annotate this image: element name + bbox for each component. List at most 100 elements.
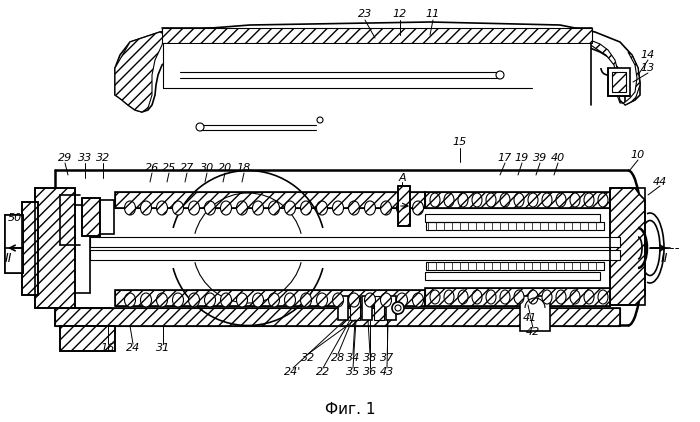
Ellipse shape: [172, 201, 183, 215]
Text: 22: 22: [316, 367, 330, 377]
Ellipse shape: [570, 290, 580, 304]
Bar: [55, 308, 620, 326]
Ellipse shape: [396, 293, 407, 307]
Ellipse shape: [395, 305, 401, 311]
Text: 28: 28: [331, 353, 345, 363]
Ellipse shape: [204, 201, 216, 215]
Ellipse shape: [381, 201, 391, 215]
Text: 20: 20: [218, 163, 232, 173]
Ellipse shape: [514, 290, 524, 304]
Bar: [362, 296, 372, 320]
Text: 35: 35: [346, 367, 360, 377]
Text: 32: 32: [96, 153, 110, 163]
Bar: [425, 192, 610, 208]
Text: 43: 43: [380, 367, 394, 377]
Polygon shape: [163, 44, 591, 95]
Text: 38: 38: [363, 353, 377, 363]
Ellipse shape: [237, 293, 248, 307]
Ellipse shape: [220, 293, 232, 307]
Bar: [115, 290, 425, 306]
Text: 11: 11: [426, 9, 440, 19]
Text: 41: 41: [523, 313, 537, 323]
Bar: [82, 198, 100, 236]
Ellipse shape: [172, 293, 183, 307]
Text: II: II: [660, 252, 668, 265]
Text: 23: 23: [358, 9, 372, 19]
Text: 30: 30: [200, 163, 214, 173]
Bar: [425, 288, 610, 306]
Text: 40: 40: [551, 153, 565, 163]
Text: 10: 10: [631, 150, 645, 160]
Ellipse shape: [598, 290, 608, 304]
Bar: [82, 198, 100, 236]
Bar: [398, 186, 410, 226]
Ellipse shape: [125, 293, 136, 307]
Ellipse shape: [316, 201, 328, 215]
Bar: [608, 68, 630, 96]
Ellipse shape: [269, 293, 279, 307]
Ellipse shape: [556, 193, 566, 207]
Text: 14: 14: [641, 50, 655, 60]
Ellipse shape: [237, 201, 248, 215]
Ellipse shape: [220, 201, 232, 215]
Ellipse shape: [556, 290, 566, 304]
Bar: [425, 214, 600, 222]
Bar: [90, 250, 620, 260]
Ellipse shape: [157, 201, 167, 215]
Bar: [386, 296, 396, 320]
Text: 24: 24: [126, 343, 140, 353]
Ellipse shape: [598, 193, 608, 207]
Ellipse shape: [542, 193, 552, 207]
Ellipse shape: [412, 201, 423, 215]
Bar: [55, 308, 620, 326]
Bar: [115, 290, 425, 306]
Ellipse shape: [157, 293, 167, 307]
Bar: [425, 272, 600, 280]
Ellipse shape: [253, 201, 263, 215]
Ellipse shape: [486, 290, 496, 304]
Ellipse shape: [332, 293, 344, 307]
Ellipse shape: [141, 201, 151, 215]
Bar: [56, 171, 629, 324]
Text: 33: 33: [78, 153, 92, 163]
Bar: [5, 215, 23, 273]
Bar: [162, 28, 592, 43]
Ellipse shape: [500, 290, 510, 304]
Ellipse shape: [317, 117, 323, 123]
Ellipse shape: [125, 201, 136, 215]
Ellipse shape: [188, 201, 199, 215]
Bar: [162, 28, 592, 43]
Ellipse shape: [349, 201, 360, 215]
Ellipse shape: [486, 193, 496, 207]
Text: 13: 13: [641, 63, 655, 73]
Ellipse shape: [458, 290, 468, 304]
Ellipse shape: [514, 193, 524, 207]
Text: Фиг. 1: Фиг. 1: [325, 403, 375, 417]
Ellipse shape: [381, 293, 391, 307]
Text: A: A: [398, 173, 406, 183]
Text: 39: 39: [533, 153, 547, 163]
Text: 31: 31: [156, 343, 170, 353]
Ellipse shape: [444, 193, 454, 207]
Bar: [426, 222, 604, 230]
Bar: [520, 296, 550, 331]
Ellipse shape: [253, 293, 263, 307]
Bar: [90, 237, 620, 247]
Ellipse shape: [472, 193, 482, 207]
Ellipse shape: [472, 290, 482, 304]
Bar: [610, 188, 645, 305]
Text: 16: 16: [101, 343, 115, 353]
Polygon shape: [115, 32, 165, 112]
Text: 50: 50: [8, 213, 22, 223]
Polygon shape: [115, 22, 640, 112]
Bar: [338, 296, 348, 320]
Ellipse shape: [430, 193, 440, 207]
Polygon shape: [588, 40, 640, 105]
Bar: [35, 188, 75, 308]
Text: 17: 17: [498, 153, 512, 163]
Ellipse shape: [496, 71, 504, 79]
Text: 18: 18: [237, 163, 251, 173]
Ellipse shape: [204, 293, 216, 307]
Bar: [115, 192, 425, 208]
Polygon shape: [35, 188, 75, 308]
